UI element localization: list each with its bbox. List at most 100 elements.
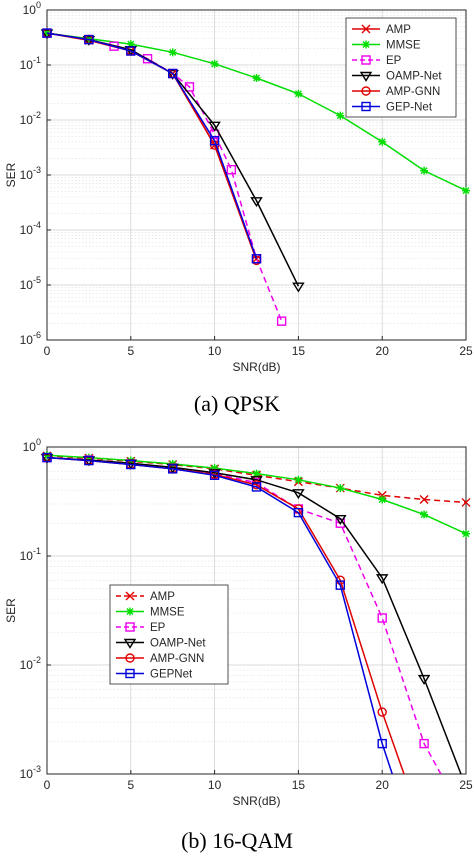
y-tick-label: 10-1 (20, 546, 41, 563)
x-axis-label: SNR(dB) (232, 360, 280, 374)
legend-entry-amp: AMP (150, 591, 175, 603)
y-tick-label: 10-3 (20, 764, 41, 781)
data-point-ep (276, 316, 287, 326)
legend-entry-ep: EP (386, 55, 402, 67)
legend-entry-amp: AMP (386, 24, 411, 36)
legend-entry-gep-net: GEP-Net (386, 102, 433, 114)
data-point-mmse (420, 510, 429, 519)
data-point-ep (142, 54, 153, 64)
data-point-mmse (462, 529, 470, 538)
data-point-mmse (210, 59, 219, 68)
data-point-oamp-net (334, 514, 347, 525)
x-tick-label: 5 (127, 778, 134, 792)
data-point-mmse (378, 137, 387, 146)
data-point-gepnet (377, 738, 387, 749)
data-point-oamp-net (292, 282, 305, 293)
data-point-amp-gnn (377, 707, 387, 717)
data-point-ep (377, 613, 387, 623)
data-point-ep (419, 738, 429, 749)
legend-entry-mmse: MMSE (150, 607, 185, 619)
legend-entry-amp-gnn: AMP-GNN (386, 86, 440, 98)
y-tick-label: 10-6 (20, 330, 41, 347)
data-point-oamp-net (250, 197, 263, 208)
legend-box (345, 17, 457, 118)
y-tick-label: 10-2 (20, 110, 41, 127)
legend-marker (361, 24, 371, 34)
legend: AMP MMSE EP OAMP-Net AMP-GNN GEP-Net (345, 17, 457, 118)
legend-entry-ep: EP (150, 622, 166, 634)
data-point-mmse (168, 48, 177, 57)
x-tick-label: 10 (208, 778, 222, 792)
data-point-ep (184, 82, 195, 92)
data-point-ep (226, 164, 237, 175)
y-tick-label: 100 (23, 437, 41, 454)
data-point-oamp-net (166, 69, 179, 80)
axes-frame (46, 446, 467, 775)
data-point-mmse (336, 484, 345, 493)
legend-marker (361, 55, 371, 65)
x-tick-label: 25 (459, 344, 473, 358)
data-point-gepnet (84, 455, 94, 466)
data-point-gep-net (251, 254, 262, 264)
x-tick-label: 15 (292, 778, 306, 792)
data-point-gepnet (126, 459, 136, 470)
x-tick-label: 10 (208, 344, 222, 358)
y-tick-label: 10-2 (20, 655, 41, 672)
legend-marker (361, 101, 371, 112)
legend-marker (126, 607, 134, 616)
y-axis-label: SER (4, 598, 18, 623)
data-point-oamp-net (40, 453, 54, 464)
series-gepnet (42, 452, 393, 774)
y-tick-label: 10-5 (20, 275, 41, 292)
series-line-oamp-net (47, 456, 462, 774)
x-tick-label: 5 (127, 344, 134, 358)
data-point-mmse (294, 475, 303, 484)
x-tick-label: 20 (376, 778, 390, 792)
data-point-mmse (294, 89, 303, 98)
legend-marker (361, 86, 371, 96)
data-point-oamp-net (292, 489, 305, 500)
series-line-gep-net (47, 32, 258, 260)
x-tick-label: 25 (459, 778, 473, 792)
legend-marker (123, 638, 137, 649)
data-point-mmse (252, 74, 261, 83)
data-point-mmse (462, 186, 470, 195)
data-point-gep-net (126, 46, 136, 56)
caption-16qam: (b) 16-QAM (181, 828, 293, 853)
legend-entry-amp-gnn: AMP-GNN (150, 653, 204, 665)
data-point-gep-net (42, 28, 52, 38)
legend-entry-oamp-net: OAMP-Net (150, 638, 206, 650)
data-point-oamp-net (250, 476, 263, 487)
y-tick-label: 10-1 (20, 55, 41, 72)
y-tick-label: 10-4 (20, 220, 41, 237)
legend-marker (359, 71, 373, 82)
legend-marker (125, 591, 135, 601)
data-point-gepnet (167, 464, 178, 474)
legend-marker (125, 653, 135, 663)
data-point-oamp-net (375, 574, 389, 585)
data-point-mmse (420, 166, 429, 175)
legend-box (109, 584, 229, 685)
data-point-oamp-net (417, 674, 431, 685)
data-point-mmse (84, 34, 93, 43)
x-tick-label: 15 (292, 344, 306, 358)
series-gep-net (42, 28, 262, 264)
y-tick-label: 10-3 (20, 165, 41, 182)
data-point-gepnet (251, 482, 262, 492)
data-point-gep-net (84, 34, 94, 45)
data-point-oamp-net (208, 121, 221, 132)
caption-qpsk: (a) QPSK (193, 391, 281, 416)
data-point-amp (419, 494, 429, 504)
chart-qpsk: 0 5 10 15 20 25 10-6 10-5 10-4 10-3 10-2 10-1 100 SNR… (4, 0, 473, 374)
data-point-gepnet (209, 470, 220, 481)
legend-entry-mmse: MMSE (386, 40, 421, 52)
y-axis-label: SER (4, 162, 18, 187)
x-axis-label: SNR(dB) (232, 794, 280, 808)
legend-marker (125, 668, 135, 679)
series-line-gepnet (47, 456, 393, 774)
data-point-mmse (210, 464, 219, 473)
data-point-gep-net (167, 68, 178, 79)
data-point-mmse (126, 40, 135, 49)
data-point-amp (461, 497, 471, 507)
